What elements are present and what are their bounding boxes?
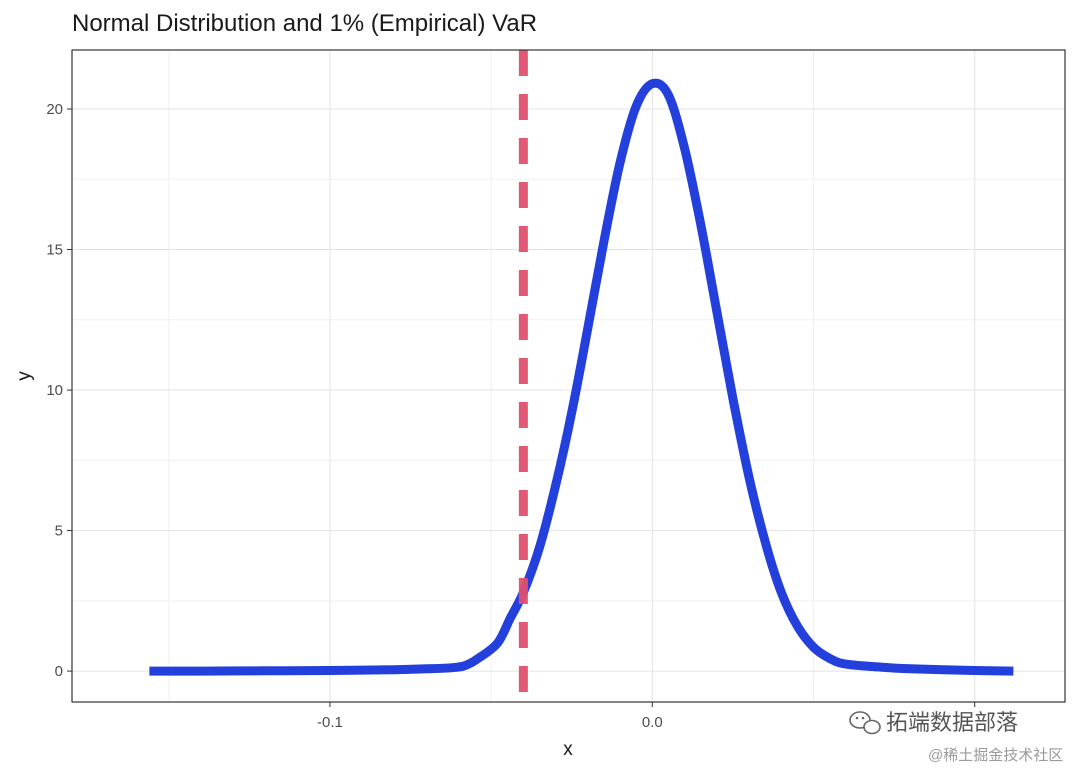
chart-title: Normal Distribution and 1% (Empirical) V… — [72, 10, 537, 37]
y-tick-label: 15 — [46, 242, 63, 259]
density-line — [149, 78, 1014, 676]
y-axis: 0 5 10 15 20 — [46, 101, 72, 680]
y-tick-label: 5 — [55, 523, 63, 540]
grid-major — [72, 50, 1065, 702]
watermark-subtext: @稀土掘金技术社区 — [928, 747, 1063, 764]
x-tick-label: -0.1 — [317, 714, 343, 731]
series-layer — [149, 78, 1014, 676]
x-axis: -0.1 0.0 — [317, 702, 976, 731]
y-axis-label: y — [14, 371, 35, 381]
x-tick-label: 0.0 — [642, 714, 663, 731]
y-tick-label: 0 — [55, 663, 63, 680]
wechat-icon — [849, 711, 881, 735]
watermark-text: 拓端数据部落 — [886, 710, 1018, 735]
watermark: 拓端数据部落 @稀土掘金技术社区 — [849, 710, 1063, 764]
y-tick-label: 20 — [46, 101, 63, 118]
grid-minor — [72, 50, 1065, 702]
y-tick-label: 10 — [46, 382, 63, 399]
x-axis-label: x — [563, 739, 573, 760]
panel-border — [71, 49, 1066, 703]
